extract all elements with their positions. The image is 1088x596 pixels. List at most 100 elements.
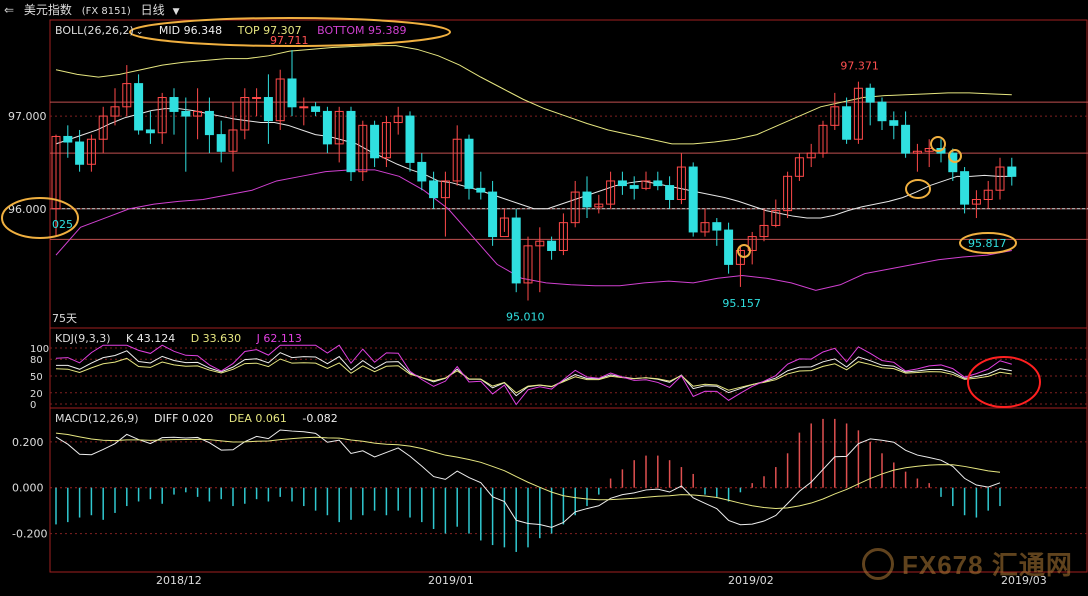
kdj-label[interactable]: KDJ(9,3,3) bbox=[55, 332, 111, 345]
high-price-label: 97.371 bbox=[840, 60, 879, 73]
candle bbox=[86, 138, 96, 165]
candle bbox=[346, 110, 356, 173]
y-tick-label: 20 bbox=[30, 389, 43, 400]
candle bbox=[712, 222, 722, 231]
candle bbox=[535, 240, 545, 247]
candle bbox=[523, 245, 533, 284]
candle bbox=[75, 141, 85, 165]
candle bbox=[653, 180, 663, 187]
candle bbox=[877, 101, 887, 122]
axis-value-label: 025 bbox=[52, 218, 73, 231]
candle bbox=[971, 198, 981, 205]
candle bbox=[169, 97, 179, 112]
candle bbox=[889, 120, 899, 126]
boll-mid: MID 96.348 bbox=[158, 24, 223, 37]
candle bbox=[216, 134, 226, 152]
macd-diff-line bbox=[55, 429, 1001, 528]
candle bbox=[641, 180, 651, 189]
candle bbox=[842, 106, 852, 140]
title-bar: ⇐ 美元指数 (FX 8151) 日线 ▼ bbox=[0, 0, 1088, 20]
candle bbox=[488, 191, 498, 238]
candle bbox=[865, 87, 875, 103]
annotation-circle bbox=[948, 149, 962, 163]
candle bbox=[358, 124, 368, 173]
boll-mid-line bbox=[55, 108, 1012, 219]
candle bbox=[393, 115, 403, 124]
annotation-circle bbox=[930, 136, 946, 152]
candle bbox=[287, 78, 297, 108]
annotation-circle bbox=[959, 232, 1017, 254]
chevron-down-icon: ⌄ bbox=[135, 27, 144, 37]
candle bbox=[63, 135, 73, 143]
candle bbox=[606, 180, 616, 205]
macd-panel-border bbox=[49, 407, 1088, 573]
back-arrow-icon[interactable]: ⇐ bbox=[4, 3, 15, 17]
candle bbox=[322, 110, 332, 145]
macd-dea-line bbox=[55, 432, 1001, 509]
candle bbox=[370, 124, 380, 159]
candle bbox=[759, 224, 769, 238]
candle bbox=[252, 97, 262, 100]
instrument-name: 美元指数 bbox=[23, 3, 72, 17]
y-tick-label: 0 bbox=[30, 400, 36, 411]
macd-label[interactable]: MACD(12,26,9) bbox=[55, 412, 139, 425]
candle bbox=[665, 185, 675, 200]
macd-dea: DEA 0.061 bbox=[228, 412, 287, 425]
boll-bottom: BOTTOM 95.389 bbox=[317, 24, 407, 37]
x-axis-label: 2019/03 bbox=[1001, 574, 1047, 587]
candle bbox=[204, 110, 214, 136]
kdj-d-line bbox=[55, 357, 1012, 394]
x-axis-label: 2019/01 bbox=[428, 574, 474, 587]
candle bbox=[783, 175, 793, 212]
candle bbox=[570, 191, 580, 224]
candle bbox=[145, 129, 155, 134]
y-tick-label: 97.000 bbox=[8, 110, 47, 123]
candle bbox=[51, 135, 61, 210]
candle bbox=[275, 78, 285, 122]
candle bbox=[263, 97, 273, 122]
candle bbox=[547, 240, 557, 251]
candle bbox=[582, 191, 592, 208]
boll-header: BOLL(26,26,2) ⌄ MID 96.348 TOP 97.307 BOT… bbox=[55, 24, 419, 37]
candle bbox=[452, 138, 462, 182]
candle bbox=[688, 166, 698, 233]
candle bbox=[901, 124, 911, 154]
macd-diff: DIFF 0.020 bbox=[154, 412, 214, 425]
candle bbox=[700, 222, 710, 233]
chevron-down-icon: ▼ bbox=[172, 7, 180, 17]
annotation-circle bbox=[905, 179, 931, 199]
candle bbox=[464, 138, 474, 189]
high-price-label: 97.711 bbox=[270, 34, 309, 47]
candle bbox=[299, 106, 309, 109]
boll-top: TOP 97.307 bbox=[237, 24, 302, 37]
candle bbox=[995, 166, 1005, 191]
candle bbox=[794, 157, 804, 177]
y-tick-label: 50 bbox=[30, 372, 43, 383]
candle bbox=[558, 222, 568, 251]
y-tick-label: 100 bbox=[30, 344, 49, 355]
candle bbox=[334, 110, 344, 145]
candle bbox=[629, 185, 639, 189]
candle bbox=[499, 217, 509, 238]
period-selector[interactable]: 日线 ▼ bbox=[140, 3, 180, 17]
candle bbox=[476, 187, 486, 193]
kdj-j: J 62.113 bbox=[256, 332, 302, 345]
candle bbox=[617, 180, 627, 187]
candle bbox=[983, 189, 993, 200]
x-axis-label: 2019/02 bbox=[728, 574, 774, 587]
y-tick-label: 0.000 bbox=[12, 482, 44, 495]
candle bbox=[405, 115, 415, 163]
candle bbox=[110, 106, 120, 117]
candle bbox=[429, 180, 439, 199]
y-tick-label: 0.200 bbox=[12, 436, 44, 449]
candle bbox=[806, 152, 816, 159]
candle bbox=[676, 166, 686, 200]
boll-lower-line bbox=[55, 169, 1012, 291]
macd-header: MACD(12,26,9) DIFF 0.020 DEA 0.061 -0.08… bbox=[55, 412, 350, 425]
candle bbox=[511, 217, 521, 284]
candle bbox=[228, 129, 238, 152]
candle bbox=[193, 110, 203, 117]
boll-label[interactable]: BOLL(26,26,2) bbox=[55, 24, 134, 37]
candle bbox=[98, 115, 108, 140]
